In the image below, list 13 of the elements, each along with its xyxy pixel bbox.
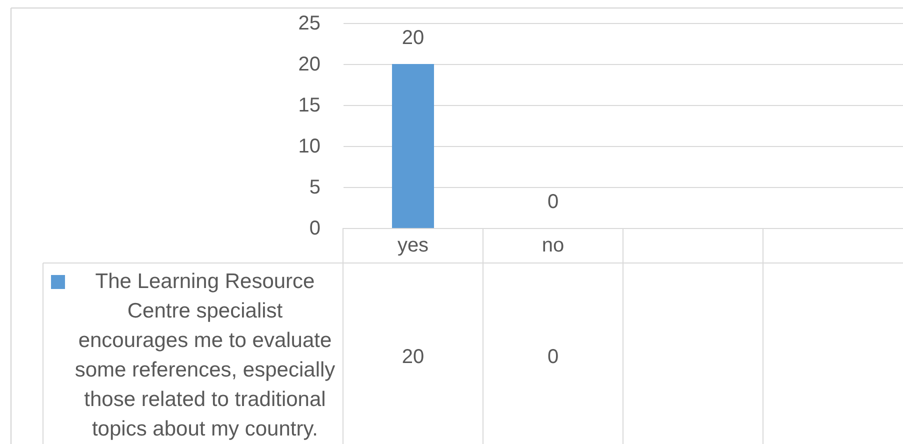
data-label: 0 xyxy=(547,346,559,368)
y-tick-label: 5 xyxy=(309,176,320,198)
y-tick-label: 20 xyxy=(298,54,320,76)
x-tick-label: no xyxy=(542,234,564,256)
y-tick-label: 10 xyxy=(298,136,320,158)
annotation: 0 xyxy=(547,191,559,213)
legend-label: The Learning Resource Centre specialist encourages me to evaluate some references, especially those related to traditional topics about my country. xyxy=(74,270,336,440)
y-tick-label: 0 xyxy=(309,218,320,240)
y-tick-label: 25 xyxy=(298,12,320,34)
data-label: 20 xyxy=(402,346,424,368)
y-tick-label: 15 xyxy=(298,94,320,116)
annotation: 20 xyxy=(402,27,424,49)
x-tick-label: yes xyxy=(397,234,429,256)
